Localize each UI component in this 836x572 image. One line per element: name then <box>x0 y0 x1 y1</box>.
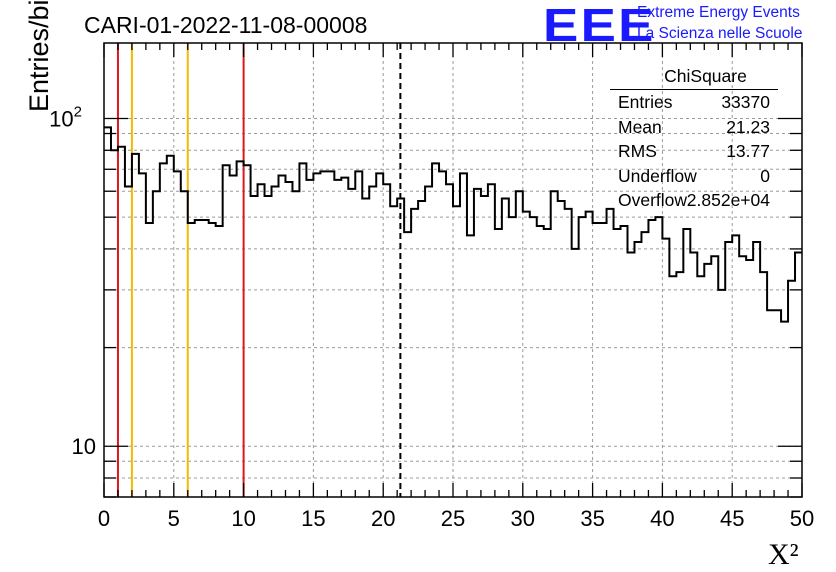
mean-value: 21.23 <box>726 116 770 137</box>
chart-title: CARI-01-2022-11-08-00008 <box>84 12 368 38</box>
underflow-value: 0 <box>760 165 770 186</box>
mean-label: Mean <box>618 116 662 137</box>
underflow-label: Underflow <box>618 165 697 186</box>
eee-logo: EEE <box>543 0 656 51</box>
y-tick-label: 10 <box>72 434 96 459</box>
y-tick-label: 102 <box>49 104 82 132</box>
stats-row-mean: Mean 21.23 <box>613 115 778 140</box>
x-tick-label: 50 <box>790 506 814 531</box>
overflow-label: Overflow <box>618 190 688 210</box>
x-tick-label: 45 <box>720 506 744 531</box>
stats-row-entries: Entries 33370 <box>613 90 778 115</box>
stats-divider <box>610 89 778 90</box>
stats-row-overflow: Overflow 2.852e+04 <box>613 188 778 213</box>
x-tick-label: 35 <box>580 506 604 531</box>
x-tick-label: 40 <box>650 506 674 531</box>
stats-row-underflow: Underflow 0 <box>613 164 778 189</box>
x-tick-label: 25 <box>441 506 465 531</box>
logo-line-1: Extreme Energy Events <box>637 4 800 21</box>
stats-name: ChiSquare <box>664 66 747 86</box>
overflow-value: 2.852e+04 <box>686 190 770 210</box>
x-tick-label: 10 <box>231 506 255 531</box>
logo-line-2: La Scienza nelle Scuole <box>637 25 803 42</box>
rms-label: RMS <box>618 141 657 161</box>
x-tick-label: 30 <box>511 506 535 531</box>
rms-value: 13.77 <box>726 141 770 161</box>
x-tick-label: 0 <box>98 506 110 531</box>
x-axis-label: X² <box>768 538 799 571</box>
stats-box: ChiSquare Entries 33370 Mean 21.23 RMS 1… <box>610 66 778 213</box>
x-tick-label: 15 <box>301 506 325 531</box>
y-axis-label: Entries/bin <box>24 0 54 112</box>
x-tick-label: 5 <box>168 506 180 531</box>
entries-label: Entries <box>618 92 673 112</box>
stats-row-rms: RMS 13.77 <box>613 139 778 164</box>
x-tick-label: 20 <box>371 506 395 531</box>
histogram-series <box>104 126 802 323</box>
entries-value: 33370 <box>721 92 770 112</box>
